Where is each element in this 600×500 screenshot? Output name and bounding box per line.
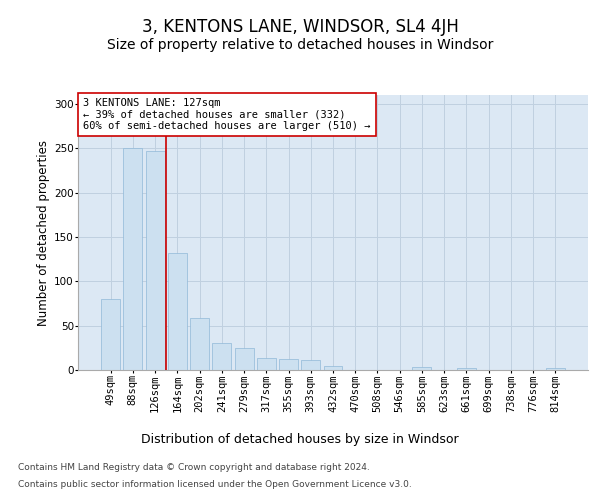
Bar	[323, 366, 343, 370]
Bar	[101, 299, 120, 370]
Bar	[212, 342, 231, 370]
Text: Contains public sector information licensed under the Open Government Licence v3: Contains public sector information licen…	[18, 480, 412, 489]
Bar	[546, 368, 565, 370]
Bar	[457, 368, 476, 370]
Text: Distribution of detached houses by size in Windsor: Distribution of detached houses by size …	[141, 432, 459, 446]
Text: Contains HM Land Registry data © Crown copyright and database right 2024.: Contains HM Land Registry data © Crown c…	[18, 462, 370, 471]
Bar	[301, 360, 320, 370]
Text: 3, KENTONS LANE, WINDSOR, SL4 4JH: 3, KENTONS LANE, WINDSOR, SL4 4JH	[142, 18, 458, 36]
Bar	[235, 348, 254, 370]
Bar	[190, 318, 209, 370]
Bar	[279, 360, 298, 370]
Text: 3 KENTONS LANE: 127sqm
← 39% of detached houses are smaller (332)
60% of semi-de: 3 KENTONS LANE: 127sqm ← 39% of detached…	[83, 98, 371, 131]
Bar	[124, 148, 142, 370]
Bar	[257, 358, 276, 370]
Y-axis label: Number of detached properties: Number of detached properties	[37, 140, 50, 326]
Text: Size of property relative to detached houses in Windsor: Size of property relative to detached ho…	[107, 38, 493, 52]
Bar	[146, 151, 164, 370]
Bar	[412, 368, 431, 370]
Bar	[168, 253, 187, 370]
